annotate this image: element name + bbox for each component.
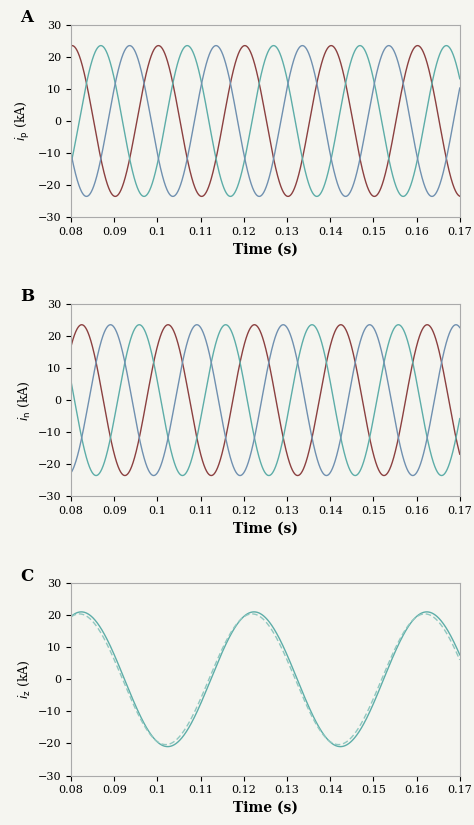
Y-axis label: $i_{\mathrm{z}}$ (kA): $i_{\mathrm{z}}$ (kA) — [17, 659, 32, 699]
Y-axis label: $i_{\mathrm{n}}$ (kA): $i_{\mathrm{n}}$ (kA) — [17, 380, 32, 421]
Text: C: C — [20, 568, 34, 585]
Text: B: B — [20, 289, 35, 305]
X-axis label: Time (s): Time (s) — [233, 521, 298, 535]
X-axis label: Time (s): Time (s) — [233, 801, 298, 815]
Y-axis label: $i_{\mathrm{p}}$ (kA): $i_{\mathrm{p}}$ (kA) — [14, 101, 32, 141]
Text: A: A — [20, 9, 34, 26]
X-axis label: Time (s): Time (s) — [233, 243, 298, 257]
